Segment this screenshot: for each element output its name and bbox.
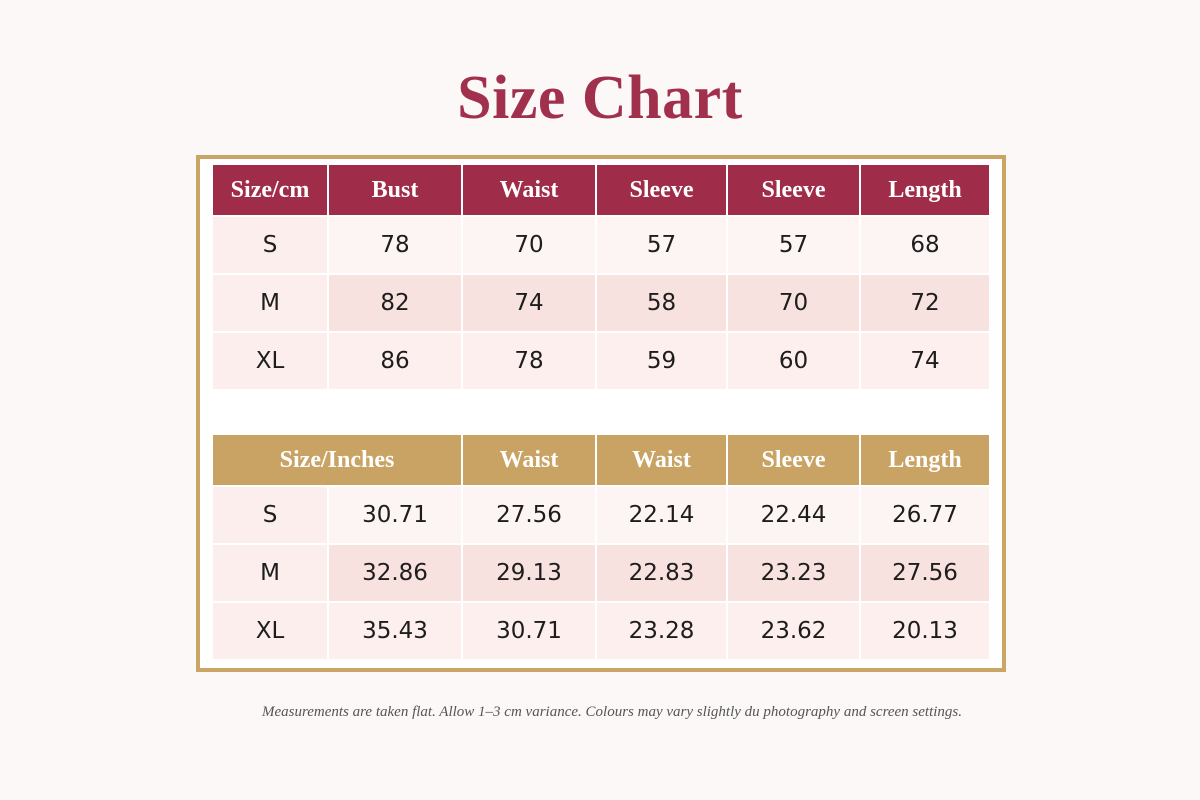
table-cell: 68 bbox=[861, 217, 989, 273]
column-header: Length bbox=[861, 165, 989, 215]
column-header: Size/cm bbox=[213, 165, 327, 215]
size-label: S bbox=[213, 487, 327, 543]
table-cell: 23.28 bbox=[597, 603, 726, 659]
table-cell: 30.71 bbox=[329, 487, 461, 543]
table-cell: 27.56 bbox=[463, 487, 595, 543]
table-header-row: Size/cm Bust Waist Sleeve Sleeve Length bbox=[213, 165, 989, 215]
table-cell: 74 bbox=[463, 275, 595, 331]
size-chart-frame: Size/cm Bust Waist Sleeve Sleeve Length … bbox=[196, 155, 1006, 672]
table-cell: 26.77 bbox=[861, 487, 989, 543]
column-header: Size/Inches bbox=[213, 435, 461, 485]
size-label: M bbox=[213, 545, 327, 601]
column-header: Bust bbox=[329, 165, 461, 215]
table-row: S 30.71 27.56 22.14 22.44 26.77 bbox=[213, 487, 989, 543]
table-row: M 82 74 58 70 72 bbox=[213, 275, 989, 331]
table-cell: 30.71 bbox=[463, 603, 595, 659]
column-header: Waist bbox=[597, 435, 726, 485]
size-label: XL bbox=[213, 333, 327, 389]
table-cell: 22.44 bbox=[728, 487, 859, 543]
table-cell: 74 bbox=[861, 333, 989, 389]
column-header: Sleeve bbox=[597, 165, 726, 215]
table-cell: 23.62 bbox=[728, 603, 859, 659]
table-header-row: Size/Inches Waist Waist Sleeve Length bbox=[213, 435, 989, 485]
table-cell: 57 bbox=[728, 217, 859, 273]
column-header: Sleeve bbox=[728, 435, 859, 485]
page-title: Size Chart bbox=[457, 64, 743, 132]
table-cell: 86 bbox=[329, 333, 461, 389]
column-header: Waist bbox=[463, 165, 595, 215]
table-cell: 58 bbox=[597, 275, 726, 331]
table-cell: 22.83 bbox=[597, 545, 726, 601]
footnote: Measurements are taken flat. Allow 1–3 c… bbox=[261, 704, 963, 720]
table-cell: 29.13 bbox=[463, 545, 595, 601]
table-cell: 72 bbox=[861, 275, 989, 331]
table-cell: 23.23 bbox=[728, 545, 859, 601]
table-row: M 32.86 29.13 22.83 23.23 27.56 bbox=[213, 545, 989, 601]
column-header: Waist bbox=[463, 435, 595, 485]
table-cell: 32.86 bbox=[329, 545, 461, 601]
table-cell: 57 bbox=[597, 217, 726, 273]
size-label: XL bbox=[213, 603, 327, 659]
table-cell: 59 bbox=[597, 333, 726, 389]
table-cell: 27.56 bbox=[861, 545, 989, 601]
size-table-cm: Size/cm Bust Waist Sleeve Sleeve Length … bbox=[211, 163, 991, 391]
table-cell: 35.43 bbox=[329, 603, 461, 659]
table-cell: 60 bbox=[728, 333, 859, 389]
size-table-inches: Size/Inches Waist Waist Sleeve Length S … bbox=[211, 433, 991, 661]
table-row: S 78 70 57 57 68 bbox=[213, 217, 989, 273]
table-cell: 78 bbox=[463, 333, 595, 389]
table-cell: 22.14 bbox=[597, 487, 726, 543]
table-row: XL 35.43 30.71 23.28 23.62 20.13 bbox=[213, 603, 989, 659]
table-cell: 70 bbox=[728, 275, 859, 331]
column-header: Length bbox=[861, 435, 989, 485]
size-label: S bbox=[213, 217, 327, 273]
table-cell: 70 bbox=[463, 217, 595, 273]
table-cell: 82 bbox=[329, 275, 461, 331]
table-cell: 78 bbox=[329, 217, 461, 273]
table-row: XL 86 78 59 60 74 bbox=[213, 333, 989, 389]
table-cell: 20.13 bbox=[861, 603, 989, 659]
column-header: Sleeve bbox=[728, 165, 859, 215]
size-label: M bbox=[213, 275, 327, 331]
